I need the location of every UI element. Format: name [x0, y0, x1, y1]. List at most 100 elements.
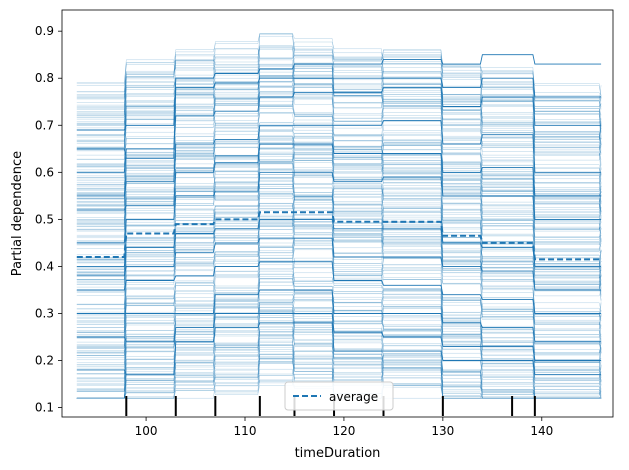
- ice-line: [76, 226, 602, 291]
- ice-line: [76, 249, 602, 315]
- ice-line: [76, 45, 602, 113]
- legend[interactable]: average: [284, 381, 394, 411]
- ice-line: [76, 190, 602, 247]
- ice-line: [76, 275, 602, 339]
- average-polyline: [76, 211, 602, 263]
- ice-line-sample: [76, 77, 602, 159]
- ice-line: [76, 247, 602, 317]
- ice-line: [76, 267, 602, 329]
- x-tick-label: 100: [135, 424, 158, 438]
- ice-line: [76, 177, 602, 246]
- ice-line-sample: [76, 237, 602, 291]
- ice-line: [76, 209, 602, 286]
- ice-line: [76, 343, 602, 396]
- ice-line: [76, 122, 602, 187]
- ice-line: [76, 281, 602, 344]
- ice-line: [76, 63, 602, 115]
- y-axis-label: Partial dependence: [10, 151, 25, 276]
- ice-line: [76, 344, 602, 399]
- ice-line: [76, 41, 602, 96]
- ice-line: [76, 360, 602, 399]
- ice-line-sample: [76, 218, 602, 267]
- ice-line: [76, 242, 602, 284]
- ice-line: [76, 48, 602, 99]
- y-tick-label: 0.8: [35, 71, 54, 85]
- x-tick-label: 120: [332, 424, 355, 438]
- ice-line: [76, 130, 602, 197]
- ice-line: [76, 366, 602, 399]
- ice-line: [76, 62, 602, 133]
- y-tick-label: 0.5: [35, 212, 54, 226]
- ice-line: [76, 136, 602, 204]
- ice-line: [76, 330, 602, 392]
- ice-line: [76, 304, 602, 355]
- ice-line: [76, 123, 602, 176]
- ice-line: [76, 300, 602, 366]
- ice-line: [76, 57, 602, 120]
- ice-line: [76, 277, 602, 341]
- y-tick-label: 0.7: [35, 118, 54, 132]
- x-axis: 100 110 120 130 140: [135, 417, 553, 438]
- ice-line: [76, 217, 602, 276]
- ice-line-sample: [76, 171, 602, 244]
- ice-line: [76, 180, 602, 242]
- ice-line: [76, 225, 602, 283]
- ice-line-sample: [76, 313, 602, 361]
- plot-frame: [61, 9, 614, 418]
- ice-line: [76, 169, 602, 230]
- ice-line: [76, 100, 602, 154]
- ice-line: [76, 373, 602, 399]
- ice-line: [76, 183, 602, 238]
- y-tick-label: 0.3: [35, 306, 54, 320]
- ice-line: [76, 323, 602, 381]
- ice-line: [76, 361, 602, 399]
- ice-line: [76, 222, 602, 277]
- ice-line: [76, 170, 602, 242]
- ice-line: [76, 33, 602, 102]
- ice-line: [76, 354, 602, 399]
- ice-line: [76, 223, 602, 283]
- ice-line: [76, 257, 602, 319]
- ice-line: [76, 187, 602, 244]
- ice-line-sample: [76, 322, 602, 376]
- y-axis: 0.1 0.2 0.3 0.4 0.5 0.6 0.7 0.8 0.9: [35, 24, 62, 415]
- ice-line: [76, 125, 602, 180]
- ice-line: [76, 294, 602, 349]
- ice-line: [76, 55, 602, 100]
- ice-line: [76, 175, 602, 221]
- ice-line: [76, 198, 602, 270]
- ice-line: [76, 347, 602, 399]
- ice-line: [76, 196, 602, 260]
- ice-line: [76, 132, 602, 183]
- y-tick-label: 0.1: [35, 401, 54, 415]
- ice-line: [76, 124, 602, 183]
- ice-line: [76, 354, 602, 399]
- ice-line: [76, 271, 602, 331]
- y-tick-label: 0.2: [35, 354, 54, 368]
- ice-line: [76, 342, 602, 399]
- ice-line: [76, 243, 602, 310]
- ice-line: [76, 304, 602, 362]
- ice-line: [76, 239, 602, 305]
- ice-line: [76, 65, 602, 123]
- ice-line: [76, 346, 602, 399]
- ice-line: [76, 46, 602, 108]
- ice-line: [76, 259, 602, 321]
- ice-line: [76, 358, 602, 399]
- ice-line-sample: [76, 120, 602, 197]
- ice-line: [76, 351, 602, 399]
- ice-line: [76, 359, 602, 399]
- ice-line-sample: [76, 289, 602, 343]
- ice-line: [76, 159, 602, 217]
- ice-line: [76, 196, 602, 268]
- ice-line: [76, 116, 602, 193]
- ice-line: [76, 264, 602, 335]
- ice-line: [76, 299, 602, 354]
- ice-line: [76, 63, 602, 124]
- y-tick-label: 0.4: [35, 259, 54, 273]
- ice-line: [76, 349, 602, 399]
- ice-line: [76, 248, 602, 322]
- x-axis-label: timeDuration: [295, 446, 381, 461]
- ice-line: [76, 183, 602, 242]
- ice-line: [76, 334, 602, 397]
